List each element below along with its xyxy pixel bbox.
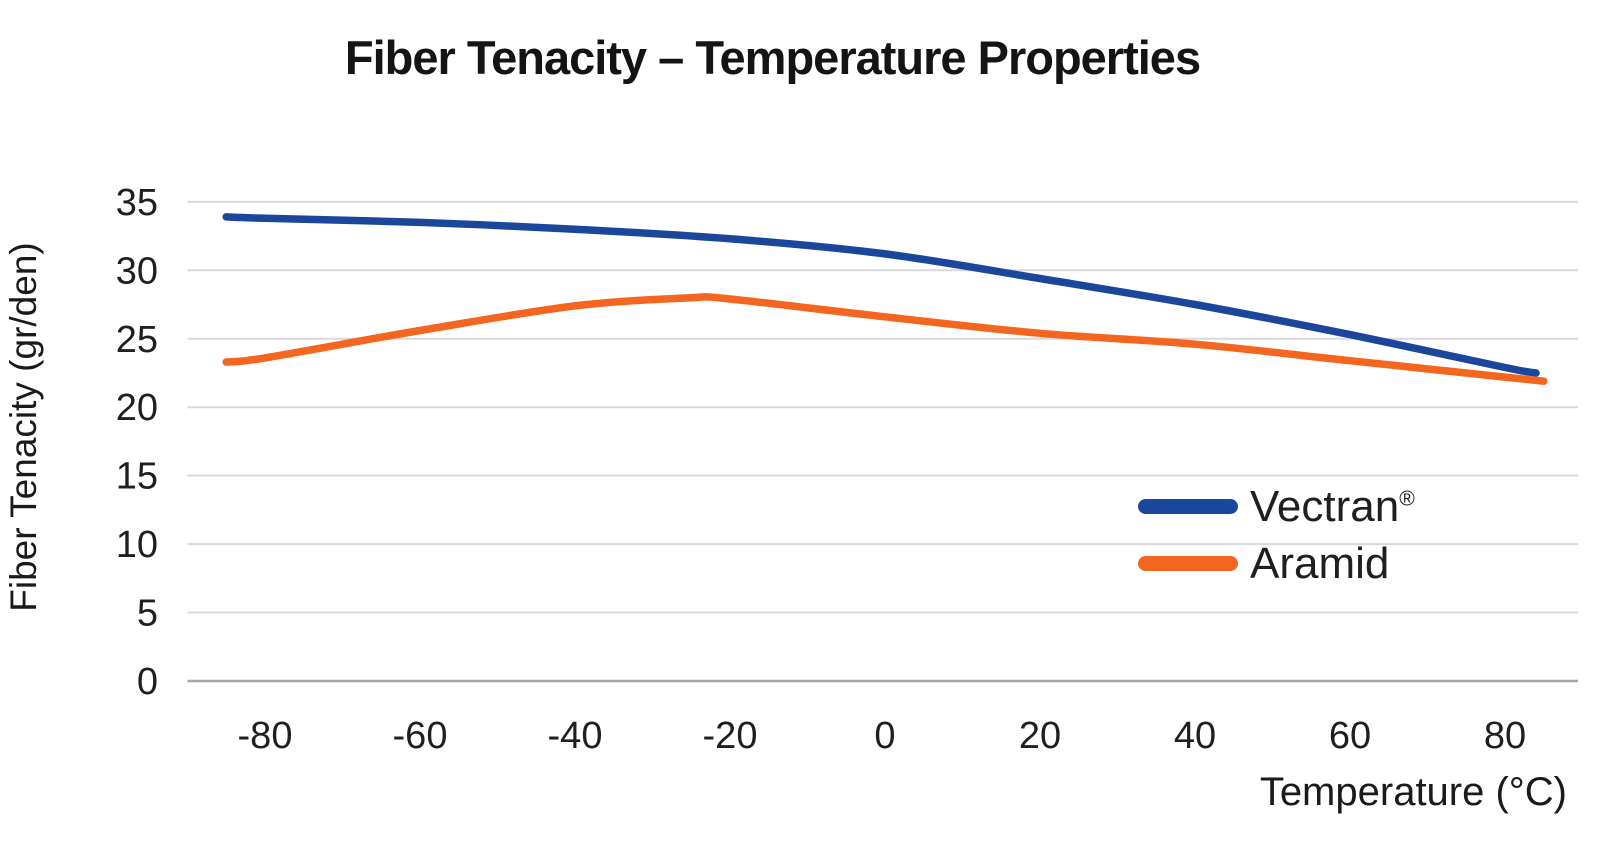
aramid-line xyxy=(222,292,1548,385)
x-tick-label: 60 xyxy=(1329,715,1371,757)
y-tick-label: 35 xyxy=(116,182,158,224)
x-tick-label: 0 xyxy=(874,715,895,757)
x-tick-label: 20 xyxy=(1019,715,1061,757)
vectran-line xyxy=(222,213,1540,377)
x-tick-label: 80 xyxy=(1484,715,1526,757)
y-tick-label: 10 xyxy=(116,524,158,566)
y-tick-label: 20 xyxy=(116,387,158,429)
y-tick-label: 25 xyxy=(116,319,158,361)
x-tick-label: -20 xyxy=(703,715,758,757)
legend-item-vectran: Vectran® xyxy=(1138,478,1415,535)
registered-trademark-icon: ® xyxy=(1399,486,1415,510)
chart-title: Fiber Tenacity – Temperature Properties xyxy=(344,31,1201,84)
legend: Vectran® Aramid xyxy=(1138,478,1415,592)
y-tick-label: 5 xyxy=(137,593,158,635)
legend-label-aramid: Aramid xyxy=(1250,538,1390,588)
y-tick-label: 0 xyxy=(137,661,158,703)
x-axis-title: Temperature (°C) xyxy=(1259,770,1567,814)
aramid-line-swatch xyxy=(1138,556,1238,571)
x-tick-label: 40 xyxy=(1174,715,1216,757)
vectran-line-swatch xyxy=(1138,499,1238,514)
x-tick-label: -40 xyxy=(548,715,603,757)
legend-label-vectran: Vectran® xyxy=(1250,481,1415,531)
legend-item-aramid: Aramid xyxy=(1138,535,1415,592)
y-axis-title: Fiber Tenacity (gr/den) xyxy=(3,242,44,612)
y-tick-label: 15 xyxy=(116,456,158,498)
x-tick-label: -60 xyxy=(393,715,448,757)
x-tick-label: -80 xyxy=(238,715,293,757)
y-tick-label: 30 xyxy=(116,250,158,292)
